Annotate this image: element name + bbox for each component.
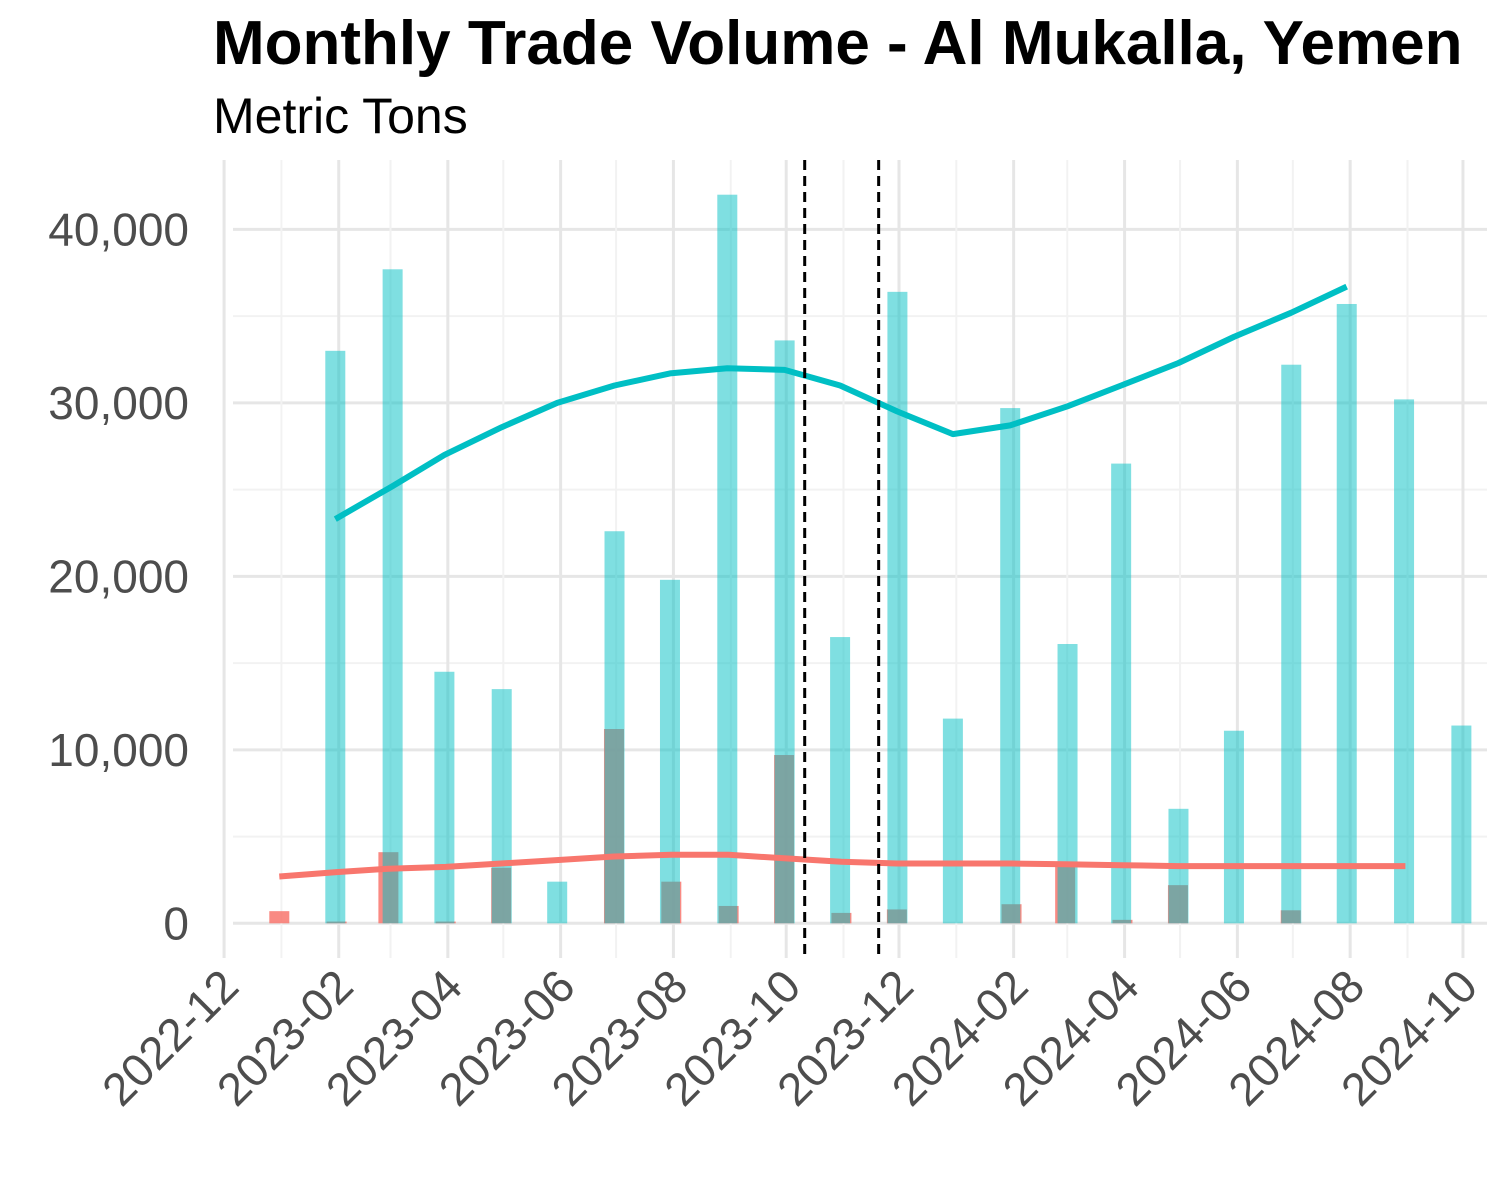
chart-subtitle: Metric Tons xyxy=(213,88,468,144)
bar xyxy=(1223,730,1244,924)
chart-title: Monthly Trade Volume - Al Mukalla, Yemen xyxy=(213,9,1463,78)
bar-marks xyxy=(269,194,1472,924)
trend-line xyxy=(333,283,1348,522)
bar xyxy=(547,881,568,924)
bar xyxy=(1451,725,1472,924)
bar xyxy=(382,269,403,924)
y-axis-ticks: 0 10,000 20,000 30,000 40,000 xyxy=(48,203,189,949)
trend-line xyxy=(279,851,1406,880)
bar xyxy=(1111,463,1132,924)
bar xyxy=(830,637,851,924)
bar xyxy=(434,671,455,924)
bar xyxy=(774,340,795,924)
bar xyxy=(269,911,290,924)
bar xyxy=(942,718,963,924)
x-axis-ticks: 2022-122023-022023-042023-062023-082023-… xyxy=(92,959,1487,1115)
y-tick-label: 0 xyxy=(163,897,189,949)
bar xyxy=(1000,408,1021,924)
y-tick-label: 10,000 xyxy=(48,724,189,776)
bar xyxy=(325,350,346,924)
bar xyxy=(1336,303,1357,924)
bar xyxy=(1281,364,1302,924)
y-tick-label: 40,000 xyxy=(48,203,189,255)
bar xyxy=(659,579,680,924)
y-tick-label: 20,000 xyxy=(48,550,189,602)
bar xyxy=(887,291,908,924)
bar xyxy=(717,194,738,924)
bar xyxy=(1394,399,1415,924)
bar xyxy=(1057,644,1078,924)
trend-lines xyxy=(279,283,1406,880)
bar xyxy=(491,689,512,924)
bar xyxy=(604,531,625,924)
event-markers xyxy=(803,160,881,958)
y-tick-label: 30,000 xyxy=(48,377,189,429)
